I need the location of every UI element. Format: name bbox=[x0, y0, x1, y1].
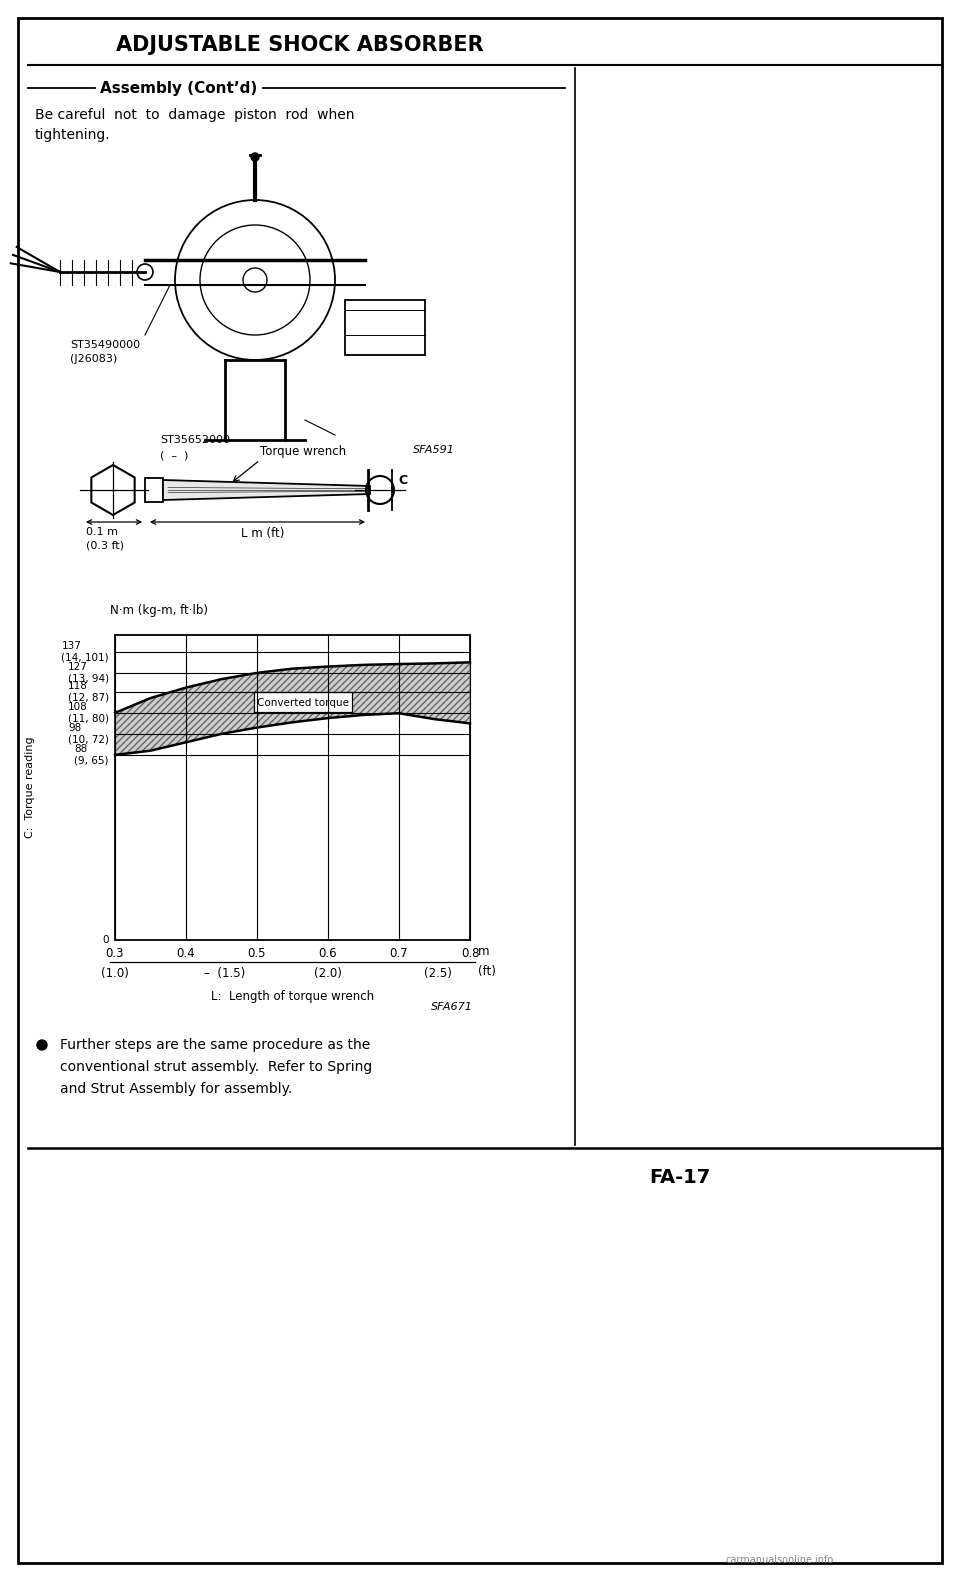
Text: (1.0): (1.0) bbox=[101, 968, 129, 980]
Text: –  (1.5): – (1.5) bbox=[204, 968, 246, 980]
Text: L m (ft): L m (ft) bbox=[241, 526, 284, 541]
Text: 118
(12, 87): 118 (12, 87) bbox=[68, 681, 109, 702]
Circle shape bbox=[251, 153, 259, 161]
Text: Torque wrench: Torque wrench bbox=[260, 444, 347, 458]
Text: and Strut Assembly for assembly.: and Strut Assembly for assembly. bbox=[60, 1081, 292, 1096]
Text: 108
(11, 80): 108 (11, 80) bbox=[68, 702, 109, 724]
Text: (  –  ): ( – ) bbox=[160, 451, 188, 460]
Text: C:  Torque reading: C: Torque reading bbox=[25, 737, 35, 838]
Text: SFA591: SFA591 bbox=[413, 444, 455, 455]
Text: (J26083): (J26083) bbox=[70, 354, 117, 364]
Text: 0.3: 0.3 bbox=[106, 947, 124, 960]
Text: SFA671: SFA671 bbox=[431, 1002, 473, 1012]
Bar bbox=[345, 300, 425, 356]
Text: m: m bbox=[478, 945, 490, 958]
Text: (2.5): (2.5) bbox=[424, 968, 452, 980]
Text: Further steps are the same procedure as the: Further steps are the same procedure as … bbox=[60, 1039, 371, 1051]
Text: 98
(10, 72): 98 (10, 72) bbox=[68, 723, 109, 745]
Text: ADJUSTABLE SHOCK ABSORBER: ADJUSTABLE SHOCK ABSORBER bbox=[116, 35, 484, 55]
Text: carmanualsonline.info: carmanualsonline.info bbox=[726, 1556, 834, 1565]
Text: 0.8: 0.8 bbox=[461, 947, 479, 960]
Text: tightening.: tightening. bbox=[35, 128, 110, 142]
Circle shape bbox=[37, 1040, 47, 1050]
Text: 88
(9, 65): 88 (9, 65) bbox=[75, 745, 109, 765]
Text: N·m (kg-m, ft·lb): N·m (kg-m, ft·lb) bbox=[110, 604, 208, 617]
Polygon shape bbox=[163, 481, 370, 500]
Bar bbox=[145, 477, 163, 503]
Text: 0.7: 0.7 bbox=[390, 947, 408, 960]
Text: 0.4: 0.4 bbox=[177, 947, 195, 960]
Text: (2.0): (2.0) bbox=[314, 968, 342, 980]
Text: 127
(13, 94): 127 (13, 94) bbox=[68, 662, 109, 683]
FancyBboxPatch shape bbox=[254, 692, 352, 713]
Text: 0.5: 0.5 bbox=[248, 947, 266, 960]
Text: ST35490000: ST35490000 bbox=[70, 340, 140, 349]
Bar bbox=[115, 636, 470, 941]
Text: Converted torque: Converted torque bbox=[257, 697, 349, 708]
Text: conventional strut assembly.  Refer to Spring: conventional strut assembly. Refer to Sp… bbox=[60, 1059, 372, 1073]
Text: 137
(14, 101): 137 (14, 101) bbox=[61, 640, 109, 662]
Text: 0.6: 0.6 bbox=[319, 947, 337, 960]
Text: 0.1 m: 0.1 m bbox=[86, 526, 118, 538]
Text: 0: 0 bbox=[103, 934, 109, 945]
Polygon shape bbox=[115, 662, 470, 754]
Text: C: C bbox=[398, 474, 407, 487]
Text: L:  Length of torque wrench: L: Length of torque wrench bbox=[211, 990, 374, 1002]
Text: ST35652000: ST35652000 bbox=[160, 435, 230, 444]
Text: FA-17: FA-17 bbox=[649, 1168, 710, 1187]
Text: (ft): (ft) bbox=[478, 964, 496, 979]
Text: Be careful  not  to  damage  piston  rod  when: Be careful not to damage piston rod when bbox=[35, 108, 354, 122]
Text: (0.3 ft): (0.3 ft) bbox=[86, 541, 124, 550]
Text: Assembly (Cont’d): Assembly (Cont’d) bbox=[100, 81, 257, 95]
